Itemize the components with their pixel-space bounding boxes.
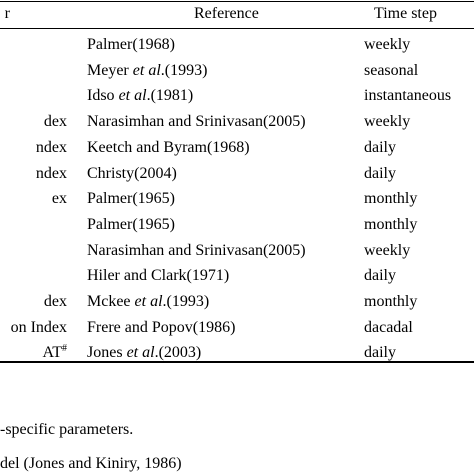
index-name-cell: ex <box>52 190 67 208</box>
reference-author: Palmer(1968) <box>87 36 175 53</box>
reference-author: Idso <box>87 87 119 104</box>
reference-cell: Keetch and Byram(1968) <box>87 139 250 157</box>
index-name-text: dex <box>43 293 67 310</box>
time-step-cell: daily <box>364 139 396 156</box>
reference-cell: Meyer et al.(1993) <box>87 62 207 80</box>
index-name-text: ex <box>51 190 67 207</box>
reference-year: .(2003) <box>154 344 202 361</box>
reference-et-al: et al <box>118 87 147 104</box>
index-name-text: on Index <box>10 319 67 336</box>
reference-year: .(1993) <box>162 293 210 310</box>
reference-year: .(1993) <box>160 62 208 79</box>
footnote-1: -specific parameters. <box>0 421 134 438</box>
reference-author: Palmer(1965) <box>87 216 175 233</box>
reference-cell: Palmer(1968) <box>87 36 175 54</box>
index-name-text: ndex <box>35 139 67 156</box>
time-step-cell: seasonal <box>364 62 419 79</box>
time-step-cell: daily <box>364 267 396 284</box>
reference-cell: Frere and Popov(1986) <box>87 319 235 337</box>
index-name-text: dex <box>43 113 67 130</box>
index-name-text: ndex <box>35 165 67 182</box>
time-step-cell: daily <box>364 344 396 361</box>
time-step-cell: daily <box>364 165 396 182</box>
time-step-cell: instantaneous <box>364 87 452 104</box>
index-name-cell: on Index <box>11 319 67 337</box>
time-step-cell: weekly <box>364 242 411 259</box>
reference-author: Mckee <box>87 293 135 310</box>
index-name-cell: AT# <box>42 344 67 362</box>
index-name-text: AT <box>42 344 62 361</box>
reference-cell: Narasimhan and Srinivasan(2005) <box>87 113 306 131</box>
reference-et-al: et al <box>126 344 155 361</box>
reference-author: Frere and Popov(1986) <box>87 319 236 336</box>
index-footnote-mark: # <box>62 343 67 354</box>
time-step-cell: dacadal <box>364 319 413 336</box>
index-name-cell: dex <box>44 113 67 131</box>
header-reference: Reference <box>194 5 259 22</box>
reference-author: Narasimhan and Srinivasan(2005) <box>87 113 306 130</box>
table-header-rule <box>0 28 474 29</box>
header-time-step: Time step <box>374 5 437 22</box>
reference-author: Christy(2004) <box>87 165 177 182</box>
reference-author: Palmer(1965) <box>87 190 175 207</box>
table-bottom-rule <box>0 361 474 363</box>
reference-author: Keetch and Byram(1968) <box>87 139 250 156</box>
reference-cell: Hiler and Clark(1971) <box>87 267 229 285</box>
time-step-cell: monthly <box>364 293 418 310</box>
time-step-cell: monthly <box>364 216 418 233</box>
reference-author: Hiler and Clark(1971) <box>87 267 230 284</box>
reference-cell: Christy(2004) <box>87 165 177 183</box>
time-step-cell: weekly <box>364 36 411 53</box>
reference-author: Narasimhan and Srinivasan(2005) <box>87 242 306 259</box>
index-name-cell: ndex <box>36 139 67 157</box>
table-top-rule <box>0 1 474 2</box>
reference-cell: Idso et al.(1981) <box>87 87 193 105</box>
reference-author: Jones <box>87 344 127 361</box>
footnote-2: del (Jones and Kiniry, 1986) <box>0 455 182 472</box>
header-index-fragment: r <box>4 5 10 22</box>
time-step-cell: monthly <box>364 190 418 207</box>
reference-year: .(1981) <box>146 87 194 104</box>
reference-cell: Palmer(1965) <box>87 190 175 208</box>
reference-et-al: et al <box>134 293 163 310</box>
reference-author: Meyer <box>87 62 133 79</box>
time-step-cell: weekly <box>364 113 411 130</box>
reference-cell: Jones et al.(2003) <box>87 344 201 362</box>
reference-cell: Palmer(1965) <box>87 216 175 234</box>
reference-et-al: et al <box>132 62 161 79</box>
index-name-cell: dex <box>44 293 67 311</box>
reference-cell: Mckee et al.(1993) <box>87 293 209 311</box>
index-name-cell: ndex <box>36 165 67 183</box>
reference-cell: Narasimhan and Srinivasan(2005) <box>87 242 306 260</box>
